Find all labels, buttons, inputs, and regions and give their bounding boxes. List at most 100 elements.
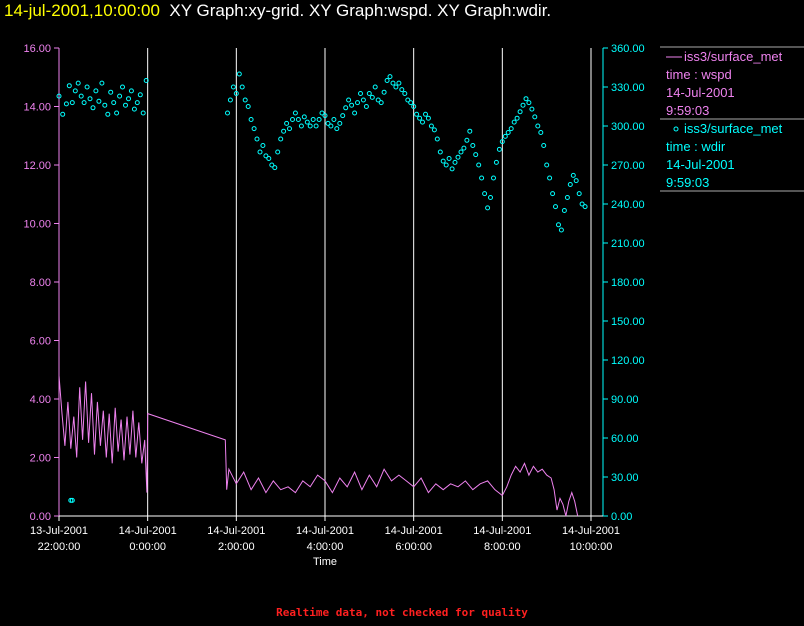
bottom-axis-tick-label-date: 14-Jul-2001 <box>296 525 354 537</box>
legend-entry-name: iss3/surface_met <box>684 121 783 136</box>
bottom-axis-tick-label-date: 14-Jul-2001 <box>119 525 177 537</box>
bottom-axis-tick-label-time: 2:00:00 <box>218 541 255 553</box>
wdir-data-point <box>470 143 476 148</box>
wdir-data-point <box>111 100 117 106</box>
wdir-data-point <box>446 156 452 161</box>
right-axis-tick-label: 270.00 <box>611 160 645 172</box>
right-axis-tick-label: 210.00 <box>611 238 645 250</box>
wdir-data-point <box>458 149 464 155</box>
wdir-data-point <box>137 92 143 98</box>
wdir-data-point <box>140 110 146 116</box>
wdir-data-point <box>254 136 260 142</box>
wdir-data-point <box>143 78 149 83</box>
wdir-data-point <box>128 88 134 94</box>
wdir-data-point <box>517 109 523 115</box>
wdir-data-point <box>126 96 131 102</box>
wdir-data-point <box>428 123 434 129</box>
series-layer <box>56 71 588 517</box>
wdir-data-point <box>301 114 307 120</box>
wdir-data-point <box>491 175 496 181</box>
wdir-data-point <box>230 84 236 90</box>
wdir-data-point <box>56 93 62 99</box>
wdir-data-point <box>352 110 358 116</box>
bottom-axis-tick-label-time: 10:00:00 <box>570 541 613 553</box>
wdir-data-point <box>134 100 140 106</box>
wdir-data-point <box>269 162 275 168</box>
legend-entry-name: iss3/surface_met <box>684 49 783 64</box>
wdir-data-point <box>532 114 538 120</box>
wdir-data-point <box>90 105 96 111</box>
wdir-data-point <box>535 123 541 129</box>
wdir-data-point <box>561 208 567 213</box>
wdir-data-point <box>117 93 123 99</box>
wdir-data-point <box>105 111 111 117</box>
wdir-data-point <box>263 153 269 159</box>
wdir-data-point <box>239 84 245 90</box>
wdir-data-point <box>434 136 440 142</box>
wdir-data-point <box>316 117 322 122</box>
axis-layer: 0.00 2.00 4.00 6.00 8.00 10.00 12.00 14.00 16.00… <box>23 43 644 568</box>
wdir-data-point <box>227 97 233 103</box>
wdir-data-point <box>523 96 529 102</box>
wdir-data-point <box>349 102 355 108</box>
bottom-axis-tick-label-date: 13-Jul-2001 <box>30 525 88 537</box>
wdir-data-point <box>272 165 278 171</box>
wdir-data-point <box>369 94 375 100</box>
wdir-data-point <box>310 117 316 122</box>
wdir-data-point <box>414 111 420 117</box>
wdir-data-point <box>290 117 295 122</box>
wdir-data-point <box>281 128 287 134</box>
wdir-data-point <box>505 130 511 135</box>
wdir-data-point <box>558 227 564 233</box>
bottom-axis-tick-label-date: 14-Jul-2001 <box>473 525 531 537</box>
legend-circle-swatch <box>673 126 679 132</box>
wdir-data-point <box>331 117 337 122</box>
wdir-data-point <box>225 110 230 116</box>
graph-title: 14-jul-2001,10:00:00 XY Graph:xy-grid. X… <box>4 1 551 21</box>
wdir-data-point <box>358 91 363 96</box>
wdir-data-point <box>476 162 482 168</box>
wdir-data-point <box>547 175 553 181</box>
wdir-data-point <box>84 84 90 90</box>
wdir-data-point <box>576 191 582 197</box>
wdir-data-point <box>538 130 544 135</box>
wdir-data-point <box>381 89 387 95</box>
wspd-series-line <box>58 375 579 517</box>
bottom-axis-tick-label-time: 22:00:00 <box>38 541 81 553</box>
wdir-data-point <box>526 100 532 106</box>
wdir-data-point <box>114 110 120 116</box>
wdir-data-point <box>69 497 75 503</box>
right-axis-tick-label: 120.00 <box>611 355 645 367</box>
right-axis-tick-label: 0.00 <box>611 511 632 523</box>
legend-entry-line3: 14-Jul-2001 <box>666 157 735 172</box>
left-axis-tick-label: 4.00 <box>30 394 51 406</box>
right-axis-tick-label: 150.00 <box>611 316 645 328</box>
x-axis-label: Time <box>313 556 337 568</box>
wdir-data-point <box>520 102 526 108</box>
wdir-data-point <box>251 126 257 132</box>
right-axis-tick-label: 30.00 <box>611 472 639 484</box>
bottom-axis-tick-label-time: 0:00:00 <box>129 541 166 553</box>
wdir-data-point <box>75 80 81 86</box>
wdir-data-point <box>96 98 102 104</box>
left-axis-tick-label: 8.00 <box>30 277 51 289</box>
wdir-data-point <box>340 113 346 119</box>
bottom-axis-tick-label-date: 14-Jul-2001 <box>207 525 265 537</box>
left-axis-tick-label: 12.00 <box>23 160 51 172</box>
wdir-data-point <box>514 115 520 121</box>
right-axis-tick-label: 180.00 <box>611 277 645 289</box>
wdir-data-point <box>307 123 313 129</box>
wdir-data-point <box>378 100 384 106</box>
wdir-data-point <box>420 119 425 125</box>
title-graph-list: XY Graph:xy-grid. XY Graph:wspd. XY Grap… <box>169 1 552 20</box>
wdir-data-point <box>455 154 461 160</box>
title-timestamp: 14-jul-2001,10:00:00 <box>4 1 160 20</box>
wdir-data-point <box>384 78 390 83</box>
wdir-data-point <box>363 104 369 109</box>
wdir-data-point <box>93 88 99 94</box>
wdir-data-point <box>372 84 378 90</box>
wdir-data-point <box>464 137 470 143</box>
wdir-data-point <box>405 97 411 103</box>
quality-note: Realtime data, not checked for quality <box>276 606 528 619</box>
wdir-data-point <box>479 175 485 181</box>
